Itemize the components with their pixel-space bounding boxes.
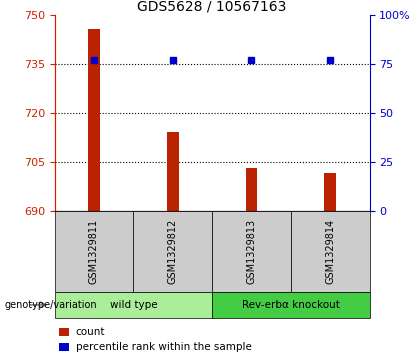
Text: GSM1329814: GSM1329814 bbox=[325, 219, 335, 284]
Text: percentile rank within the sample: percentile rank within the sample bbox=[76, 342, 252, 352]
Text: genotype/variation: genotype/variation bbox=[4, 300, 97, 310]
Text: GSM1329813: GSM1329813 bbox=[247, 219, 257, 284]
Text: GSM1329812: GSM1329812 bbox=[168, 219, 178, 284]
Bar bbox=[167, 132, 178, 211]
Bar bbox=[246, 168, 257, 211]
Text: Rev-erbα knockout: Rev-erbα knockout bbox=[242, 300, 340, 310]
Bar bbox=[324, 173, 336, 211]
Text: GSM1329811: GSM1329811 bbox=[89, 219, 99, 284]
Bar bbox=[88, 29, 100, 211]
Text: wild type: wild type bbox=[110, 300, 157, 310]
Title: GDS5628 / 10567163: GDS5628 / 10567163 bbox=[137, 0, 287, 13]
Text: count: count bbox=[76, 327, 105, 337]
